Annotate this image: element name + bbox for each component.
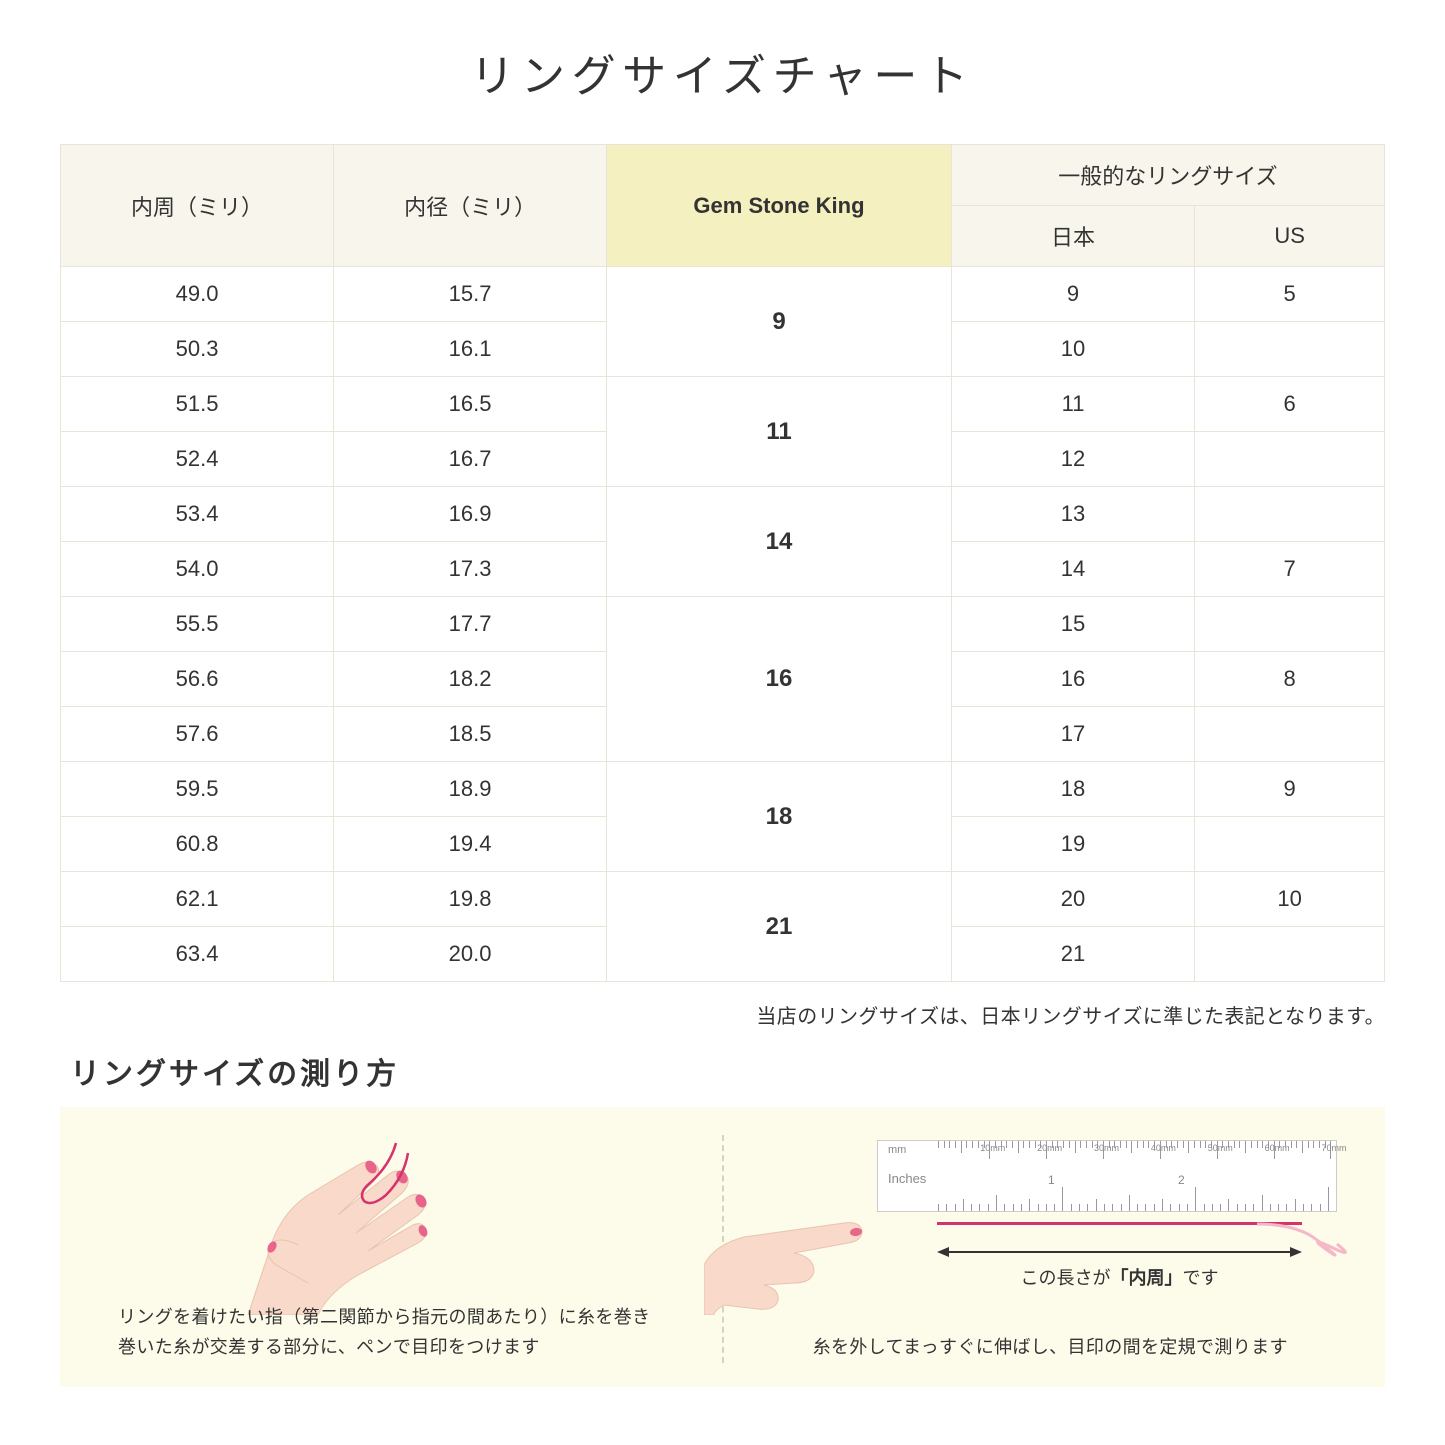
th-japan: 日本 bbox=[951, 206, 1194, 267]
instructions-panel: リングを着けたい指（第二関節から指元の間あたり）に糸を巻き 巻いた糸が交差する部… bbox=[60, 1107, 1385, 1387]
table-body: 49.015.799550.316.11051.516.51111652.416… bbox=[61, 267, 1385, 982]
size-chart-table: 内周（ミリ） 内径（ミリ） Gem Stone King 一般的なリングサイズ … bbox=[60, 144, 1385, 982]
cell-us: 5 bbox=[1195, 267, 1385, 322]
cell-diameter: 18.5 bbox=[334, 707, 607, 762]
cell-us bbox=[1195, 817, 1385, 872]
table-row: 62.119.8212010 bbox=[61, 872, 1385, 927]
cell-gsk: 11 bbox=[607, 377, 952, 487]
inst1-line1: リングを着けたい指（第二関節から指元の間あたり）に糸を巻き bbox=[118, 1307, 650, 1327]
th-diameter: 内径（ミリ） bbox=[334, 145, 607, 267]
thread-line bbox=[937, 1222, 1302, 1225]
cell-diameter: 16.7 bbox=[334, 432, 607, 487]
table-row: 55.517.71615 bbox=[61, 597, 1385, 652]
cell-diameter: 19.8 bbox=[334, 872, 607, 927]
cell-circumference: 54.0 bbox=[61, 542, 334, 597]
cell-us bbox=[1195, 487, 1385, 542]
cell-circumference: 60.8 bbox=[61, 817, 334, 872]
ruler-in-1: 1 bbox=[1048, 1173, 1055, 1187]
cell-circumference: 49.0 bbox=[61, 267, 334, 322]
cell-circumference: 63.4 bbox=[61, 927, 334, 982]
panel-left: リングを着けたい指（第二関節から指元の間あたり）に糸を巻き 巻いた糸が交差する部… bbox=[88, 1135, 702, 1363]
measure-label-post: です bbox=[1183, 1268, 1219, 1288]
cell-circumference: 50.3 bbox=[61, 322, 334, 377]
cell-us bbox=[1195, 597, 1385, 652]
cell-us: 9 bbox=[1195, 762, 1385, 817]
cell-us bbox=[1195, 927, 1385, 982]
ruler-area: mm Inches 1 2 この長さが「内周」です bbox=[837, 1140, 1337, 1212]
measure-label-pre: この長さが bbox=[1021, 1268, 1111, 1288]
cell-us bbox=[1195, 432, 1385, 487]
cell-japan: 18 bbox=[951, 762, 1194, 817]
table-row: 49.015.7995 bbox=[61, 267, 1385, 322]
cell-japan: 12 bbox=[951, 432, 1194, 487]
table-note: 当店のリングサイズは、日本リングサイズに準じた表記となります。 bbox=[60, 1000, 1385, 1029]
cell-japan: 11 bbox=[951, 377, 1194, 432]
cell-japan: 14 bbox=[951, 542, 1194, 597]
cell-circumference: 56.6 bbox=[61, 652, 334, 707]
cell-diameter: 20.0 bbox=[334, 927, 607, 982]
cell-us bbox=[1195, 707, 1385, 762]
cell-us: 7 bbox=[1195, 542, 1385, 597]
cell-japan: 21 bbox=[951, 927, 1194, 982]
cell-gsk: 21 bbox=[607, 872, 952, 982]
cell-japan: 17 bbox=[951, 707, 1194, 762]
inst1-line2: 巻いた糸が交差する部分に、ペンで目印をつけます bbox=[118, 1337, 540, 1357]
cell-us: 8 bbox=[1195, 652, 1385, 707]
cell-japan: 19 bbox=[951, 817, 1194, 872]
cell-japan: 10 bbox=[951, 322, 1194, 377]
caption-left: リングを着けたい指（第二関節から指元の間あたり）に糸を巻き 巻いた糸が交差する部… bbox=[88, 1302, 702, 1363]
caption-right: 糸を外してまっすぐに伸ばし、目印の間を定規で測ります bbox=[744, 1332, 1358, 1363]
cell-gsk: 14 bbox=[607, 487, 952, 597]
cell-japan: 9 bbox=[951, 267, 1194, 322]
cell-gsk: 9 bbox=[607, 267, 952, 377]
measure-arrow bbox=[937, 1242, 1302, 1262]
cell-japan: 15 bbox=[951, 597, 1194, 652]
cell-circumference: 55.5 bbox=[61, 597, 334, 652]
cell-japan: 20 bbox=[951, 872, 1194, 927]
hand-wrap-illustration bbox=[208, 1115, 548, 1315]
ruler-in-label: Inches bbox=[888, 1171, 926, 1186]
panel-right: mm Inches 1 2 この長さが「内周」です bbox=[744, 1135, 1358, 1363]
cell-japan: 16 bbox=[951, 652, 1194, 707]
cell-japan: 13 bbox=[951, 487, 1194, 542]
cell-diameter: 18.2 bbox=[334, 652, 607, 707]
th-general: 一般的なリングサイズ bbox=[951, 145, 1384, 206]
cell-diameter: 16.9 bbox=[334, 487, 607, 542]
page-title: リングサイズチャート bbox=[60, 40, 1385, 104]
measure-subtitle: リングサイズの測り方 bbox=[70, 1049, 1385, 1093]
cell-circumference: 52.4 bbox=[61, 432, 334, 487]
th-circumference: 内周（ミリ） bbox=[61, 145, 334, 267]
measure-label: この長さが「内周」です bbox=[937, 1264, 1302, 1290]
cell-gsk: 16 bbox=[607, 597, 952, 762]
cell-diameter: 17.7 bbox=[334, 597, 607, 652]
cell-diameter: 17.3 bbox=[334, 542, 607, 597]
cell-circumference: 51.5 bbox=[61, 377, 334, 432]
cell-us: 6 bbox=[1195, 377, 1385, 432]
cell-diameter: 19.4 bbox=[334, 817, 607, 872]
cell-gsk: 18 bbox=[607, 762, 952, 872]
hand-point-illustration bbox=[704, 1175, 894, 1315]
cell-us bbox=[1195, 322, 1385, 377]
table-row: 53.416.91413 bbox=[61, 487, 1385, 542]
ruler-mm-label: mm bbox=[888, 1144, 906, 1156]
th-gsk: Gem Stone King bbox=[607, 145, 952, 267]
cell-diameter: 15.7 bbox=[334, 267, 607, 322]
ruler-in-2: 2 bbox=[1178, 1173, 1185, 1187]
measure-label-bold: 「内周」 bbox=[1111, 1268, 1183, 1288]
cell-circumference: 57.6 bbox=[61, 707, 334, 762]
table-row: 51.516.511116 bbox=[61, 377, 1385, 432]
cell-diameter: 16.1 bbox=[334, 322, 607, 377]
cell-circumference: 53.4 bbox=[61, 487, 334, 542]
th-us: US bbox=[1195, 206, 1385, 267]
ruler-ticks-mm bbox=[938, 1141, 1336, 1159]
cell-diameter: 18.9 bbox=[334, 762, 607, 817]
cell-circumference: 59.5 bbox=[61, 762, 334, 817]
cell-us: 10 bbox=[1195, 872, 1385, 927]
cell-diameter: 16.5 bbox=[334, 377, 607, 432]
cell-circumference: 62.1 bbox=[61, 872, 334, 927]
table-row: 59.518.918189 bbox=[61, 762, 1385, 817]
